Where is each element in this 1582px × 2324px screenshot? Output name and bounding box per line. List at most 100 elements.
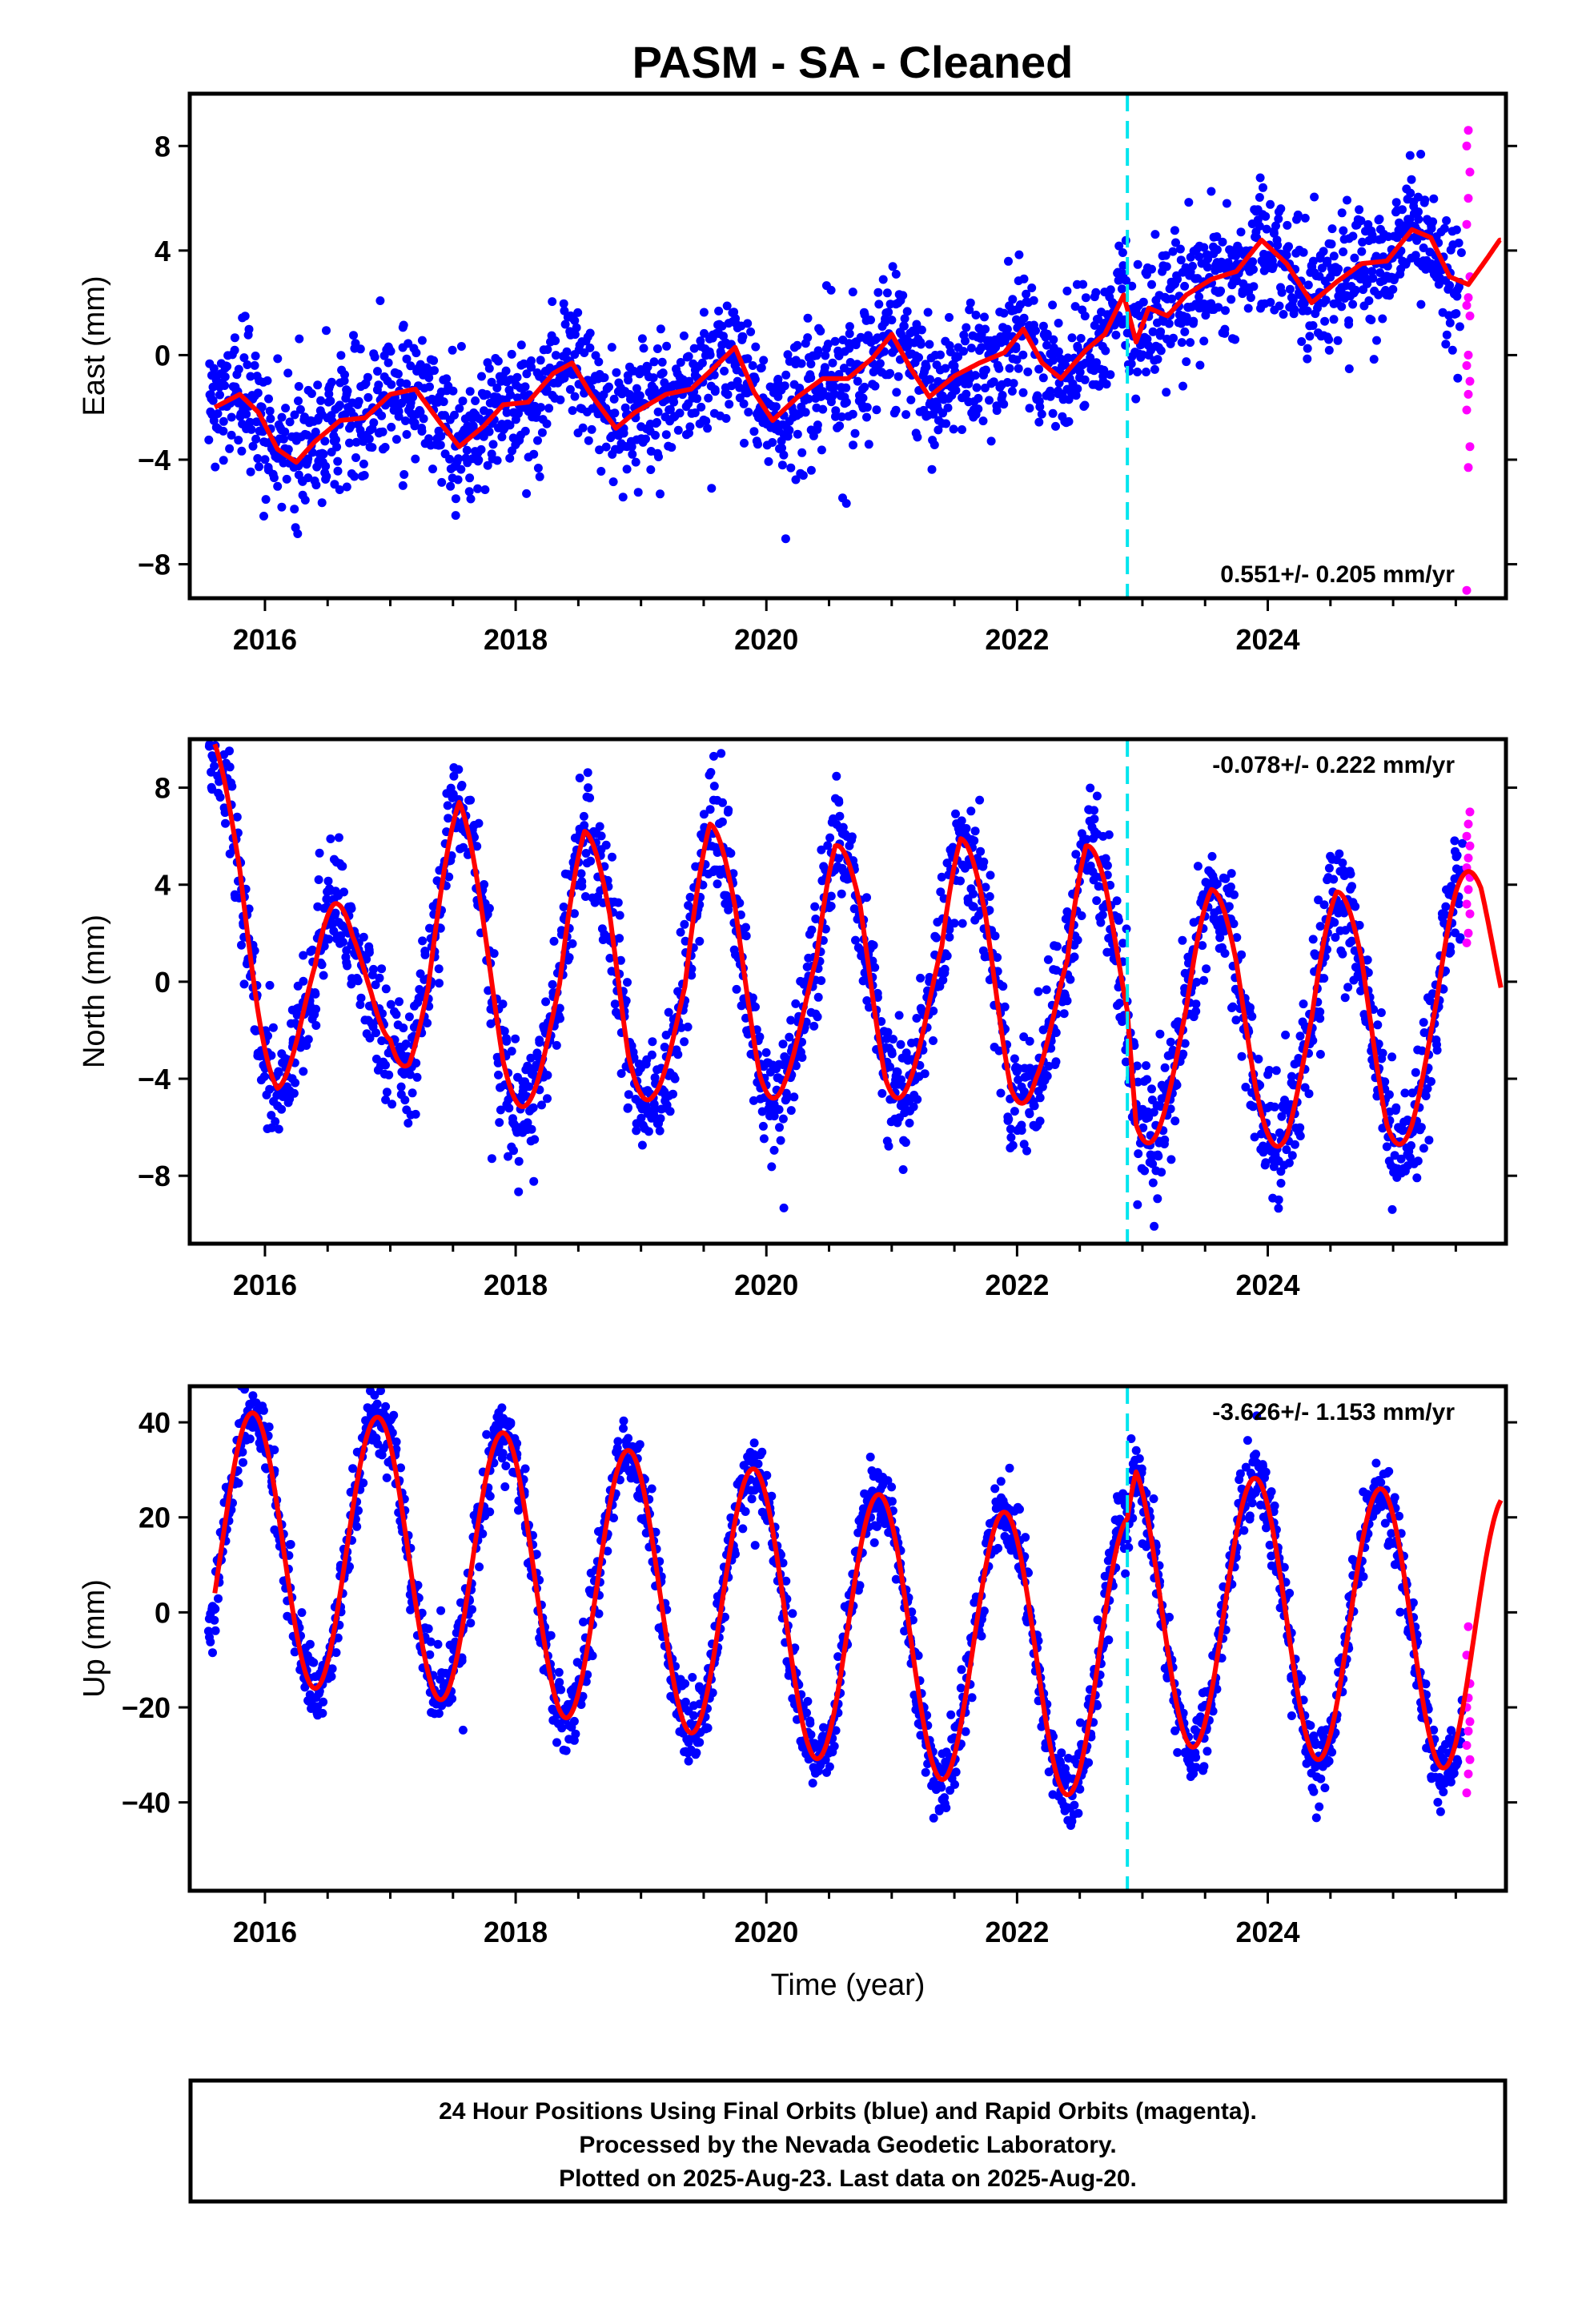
data-point — [234, 364, 243, 374]
data-point — [909, 1102, 918, 1112]
data-point — [1331, 933, 1340, 942]
data-point — [818, 404, 828, 414]
data-point — [969, 902, 978, 911]
data-point — [502, 1036, 512, 1046]
data-point — [1171, 238, 1180, 247]
data-point — [1281, 1030, 1291, 1039]
data-point — [901, 1048, 911, 1058]
data-point — [299, 951, 308, 960]
data-point — [339, 887, 348, 897]
data-point — [1363, 955, 1372, 965]
data-point — [718, 798, 727, 807]
data-point — [893, 372, 903, 381]
data-point — [391, 1010, 401, 1019]
data-point — [1134, 1149, 1143, 1159]
data-point — [221, 818, 230, 828]
data-point — [1261, 1158, 1271, 1168]
data-point — [1201, 311, 1211, 320]
data-point — [595, 445, 604, 455]
data-point — [970, 836, 979, 846]
data-point — [1071, 391, 1081, 400]
data-point — [864, 440, 873, 449]
rapid-point — [1465, 841, 1475, 850]
data-point — [966, 298, 975, 308]
data-point — [1284, 242, 1293, 251]
data-point — [1452, 309, 1461, 318]
data-point — [1090, 814, 1099, 824]
data-point — [849, 904, 859, 914]
data-point — [294, 382, 303, 391]
data-point — [232, 812, 242, 822]
data-point — [1177, 338, 1186, 348]
data-point — [327, 377, 336, 387]
data-point — [211, 1604, 220, 1614]
data-point — [303, 473, 313, 483]
data-point — [1195, 252, 1204, 262]
data-point — [448, 790, 458, 799]
rapid-point — [1462, 585, 1472, 595]
data-point — [214, 1594, 223, 1603]
data-point — [740, 438, 749, 448]
data-point — [1412, 235, 1422, 245]
data-point — [483, 460, 492, 470]
data-point — [1071, 850, 1081, 859]
data-point — [265, 406, 275, 416]
data-point — [1052, 942, 1062, 951]
data-point — [1425, 996, 1435, 1006]
data-point — [1148, 1178, 1158, 1188]
data-point — [466, 494, 476, 504]
data-point — [809, 431, 818, 440]
data-point — [1246, 1003, 1255, 1012]
data-point — [239, 1458, 247, 1467]
data-point — [1355, 920, 1364, 930]
data-point — [522, 369, 532, 379]
data-point — [342, 482, 351, 492]
data-point — [1419, 1028, 1429, 1037]
data-point — [1038, 321, 1048, 331]
data-point — [1221, 306, 1230, 316]
data-point — [367, 970, 377, 979]
data-point — [239, 979, 249, 989]
data-point — [828, 358, 837, 368]
data-point — [303, 1035, 313, 1044]
data-point — [1126, 359, 1136, 368]
data-point — [458, 1725, 468, 1735]
data-point — [319, 942, 329, 951]
data-point — [418, 936, 428, 946]
data-point — [813, 420, 822, 430]
data-point — [1421, 1092, 1431, 1100]
data-point — [250, 360, 259, 370]
data-point — [853, 376, 862, 386]
rapid-point — [1462, 938, 1472, 947]
data-point — [749, 1096, 758, 1105]
rapid-point — [1462, 405, 1472, 415]
data-point — [647, 1050, 656, 1059]
data-point — [1215, 933, 1225, 943]
data-point — [210, 1615, 219, 1625]
data-point — [830, 336, 840, 346]
data-point — [744, 408, 753, 417]
data-point — [845, 358, 855, 367]
data-point — [1390, 1151, 1399, 1160]
data-point — [1022, 289, 1031, 299]
data-point — [1351, 902, 1360, 911]
data-point — [575, 774, 584, 782]
data-point — [656, 324, 665, 334]
data-point — [347, 904, 356, 913]
data-point — [1017, 1126, 1026, 1135]
data-point — [743, 354, 753, 364]
data-point — [1046, 392, 1055, 401]
data-point — [793, 340, 802, 350]
data-point — [981, 883, 990, 892]
data-point — [705, 350, 715, 360]
data-point — [478, 1529, 488, 1538]
data-point — [623, 978, 632, 987]
data-point — [835, 811, 845, 821]
data-point — [1406, 188, 1415, 198]
data-point — [378, 427, 387, 436]
data-point — [1295, 1031, 1305, 1041]
data-point — [878, 275, 888, 284]
data-point — [1432, 1040, 1441, 1049]
data-point — [1427, 223, 1436, 233]
data-point — [1073, 935, 1082, 945]
